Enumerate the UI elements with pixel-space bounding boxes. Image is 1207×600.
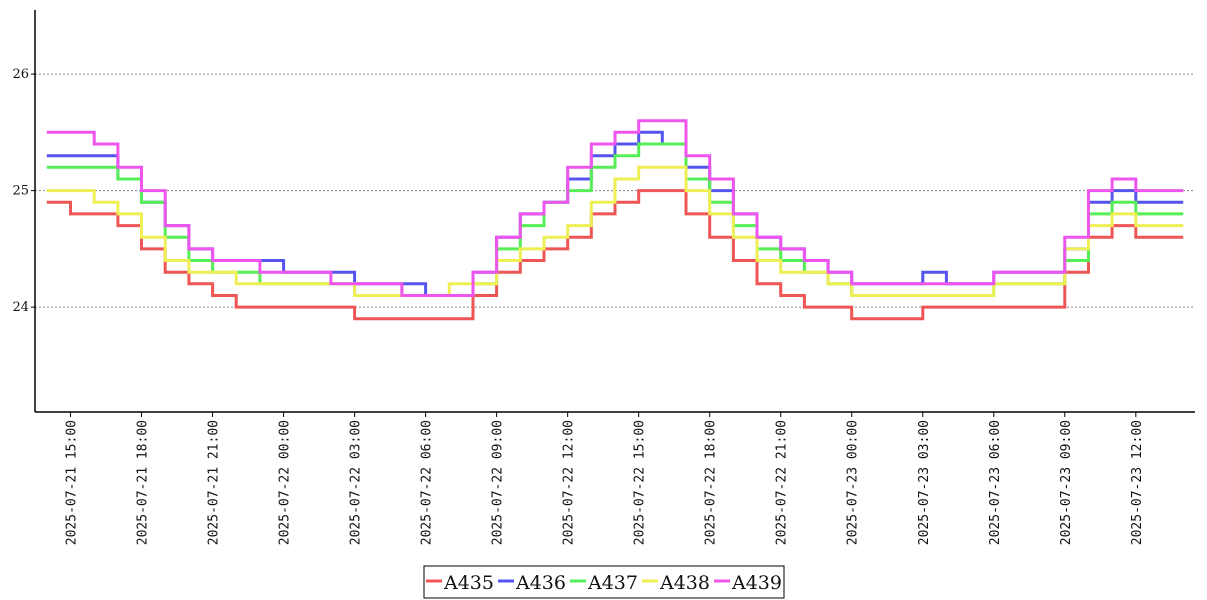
series-line-a435 xyxy=(46,189,1184,321)
y-tick-label: 24 xyxy=(12,300,29,315)
x-tick-label: 2025-07-22 00:00 xyxy=(278,420,293,545)
x-tick-label: 2025-07-23 09:00 xyxy=(1059,420,1074,545)
legend-label: A435 xyxy=(443,572,494,594)
series-line-a438 xyxy=(46,165,1184,297)
x-tick-label: 2025-07-23 12:00 xyxy=(1130,420,1145,545)
series-lines xyxy=(46,119,1184,321)
legend-entries: A435 A436 A437 A438 A439 xyxy=(426,572,782,594)
x-tick-label: 2025-07-21 21:00 xyxy=(207,420,222,545)
x-tick-label: 2025-07-21 18:00 xyxy=(136,420,151,545)
x-tick-label: 2025-07-22 03:00 xyxy=(349,420,364,545)
legend-label: A438 xyxy=(659,572,710,594)
x-tick-label: 2025-07-22 12:00 xyxy=(562,420,577,545)
legend-label: A437 xyxy=(587,572,638,594)
legend-label: A439 xyxy=(731,572,782,594)
x-tick-label: 2025-07-22 09:00 xyxy=(491,420,506,545)
x-tick-label: 2025-07-22 21:00 xyxy=(775,420,790,545)
x-tick-label: 2025-07-22 18:00 xyxy=(704,420,719,545)
y-tick-label: 25 xyxy=(12,184,29,199)
x-axis-ticks: 2025-07-21 15:00 2025-07-21 18:00 2025-07-… xyxy=(65,412,1145,545)
legend: A435 A436 A437 A438 A439 xyxy=(423,565,785,599)
x-tick-label: 2025-07-21 15:00 xyxy=(65,420,80,545)
x-tick-label: 2025-07-22 06:00 xyxy=(420,420,435,545)
series-line-a439 xyxy=(46,119,1184,297)
x-tick-label: 2025-07-23 00:00 xyxy=(846,420,861,545)
legend-label: A436 xyxy=(515,572,566,594)
y-axis-ticks: 24 25 26 xyxy=(12,67,35,315)
x-tick-label: 2025-07-23 06:00 xyxy=(988,420,1003,545)
x-tick-label: 2025-07-23 03:00 xyxy=(917,420,932,545)
x-tick-label: 2025-07-22 15:00 xyxy=(633,420,648,545)
y-tick-label: 26 xyxy=(12,67,29,82)
